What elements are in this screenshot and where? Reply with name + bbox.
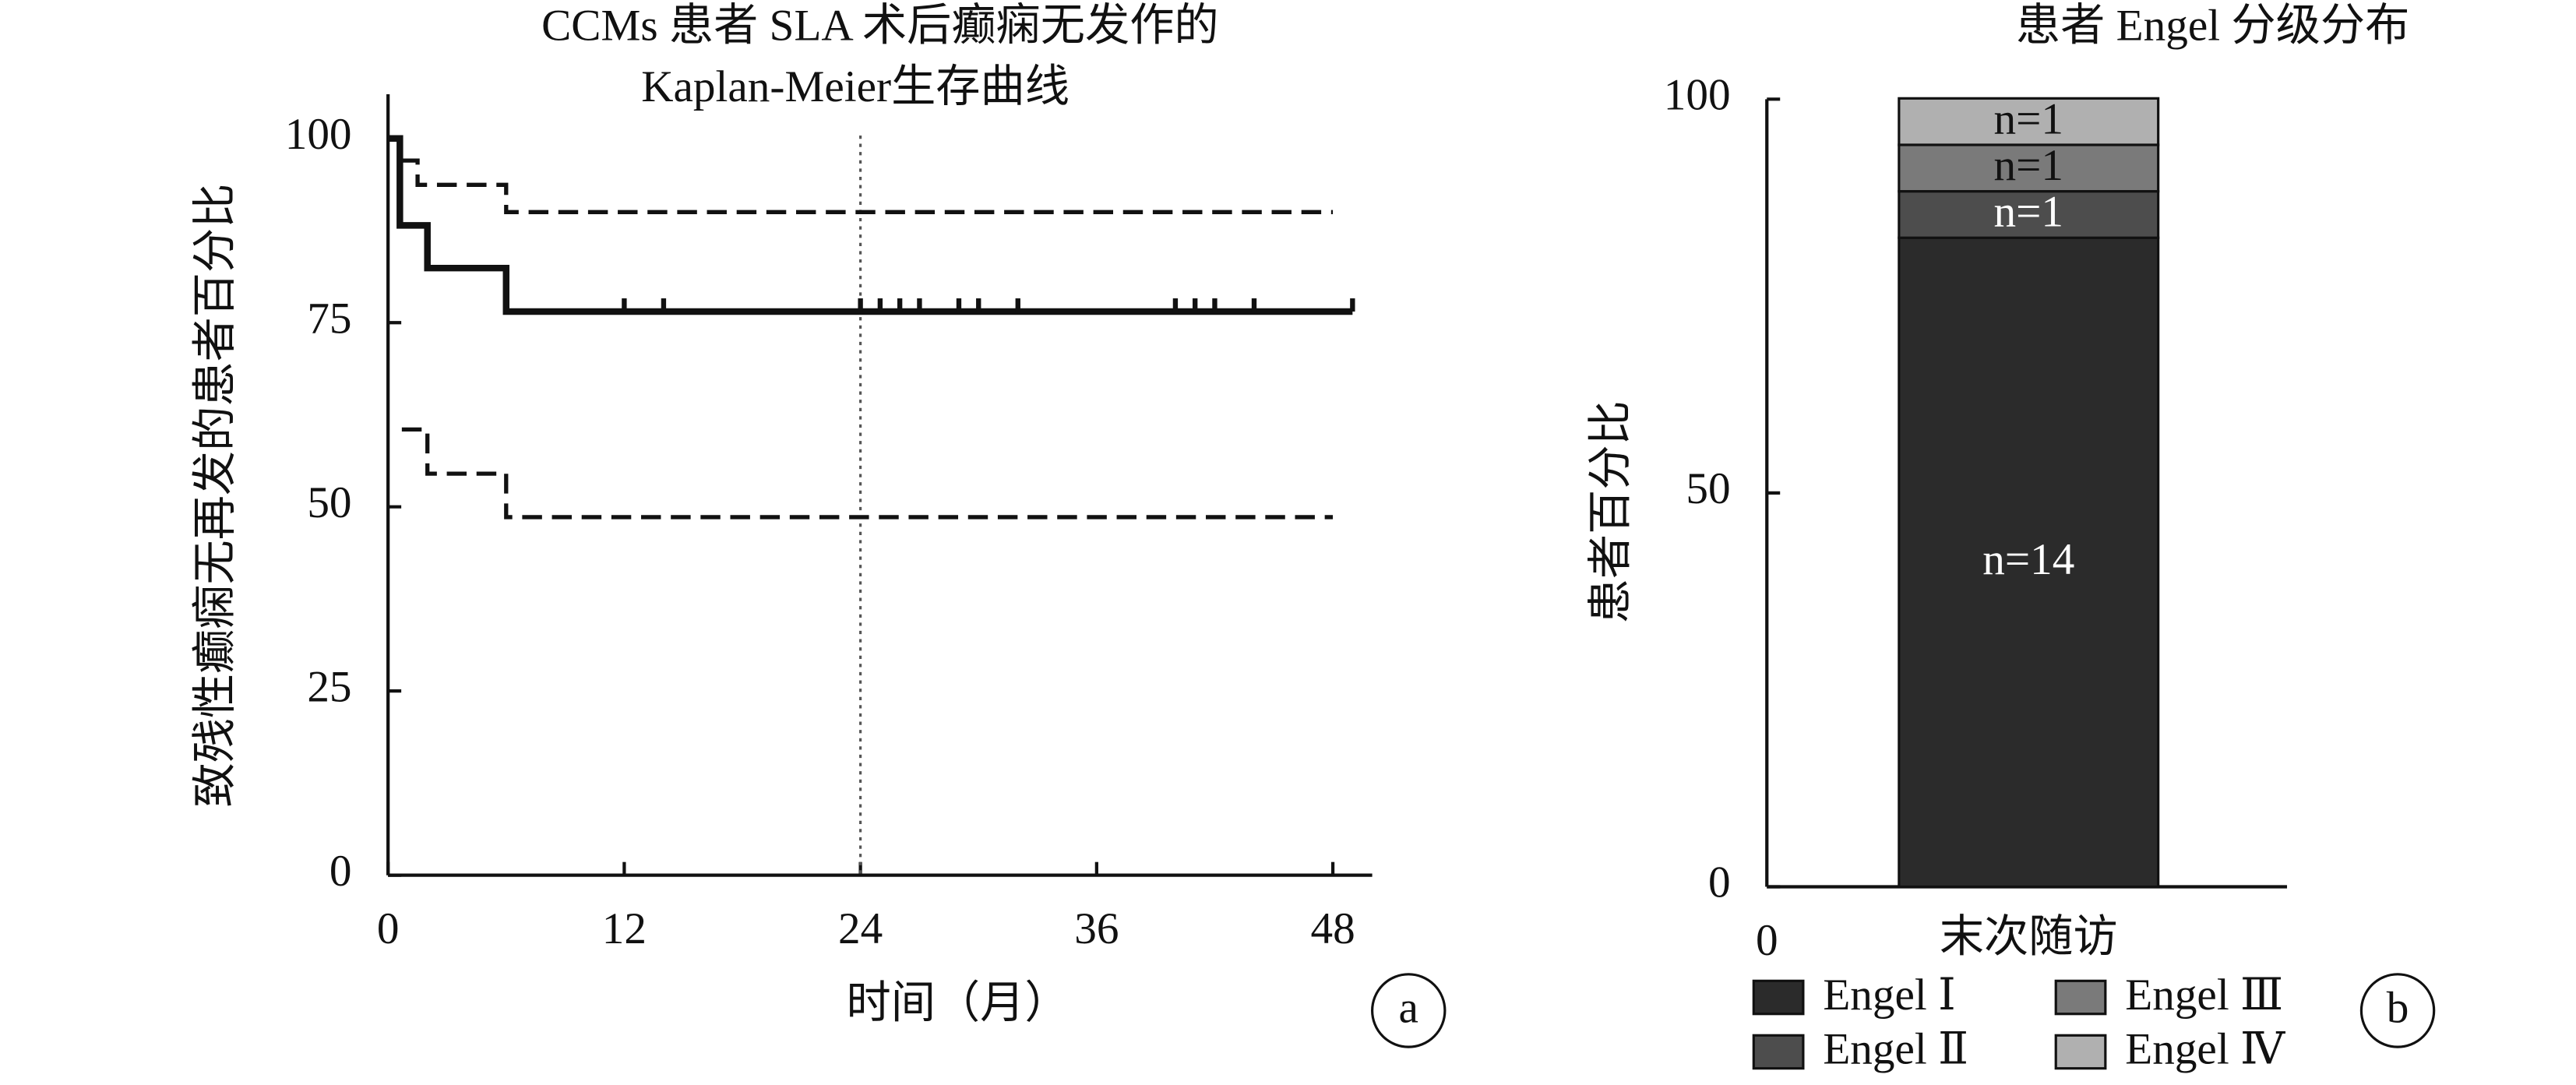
x-origin-label: 0 xyxy=(1756,916,1778,965)
y-tick-label: 0 xyxy=(329,847,352,896)
panel-circle xyxy=(1371,973,1447,1048)
legend-label: Engel Ⅰ xyxy=(1823,971,1955,1020)
panel-label: a xyxy=(1399,984,1418,1033)
count-label: n=1 xyxy=(1994,188,2064,237)
y-tick-label: 75 xyxy=(307,294,351,343)
y-axis-label: 患者百分比 xyxy=(1586,400,1635,623)
panel-label: b xyxy=(2387,984,2409,1033)
panel-circle xyxy=(2359,973,2436,1048)
survival-line xyxy=(401,427,1334,520)
bar-segment xyxy=(1898,236,2160,889)
legend-label: Engel Ⅳ xyxy=(2125,1025,2285,1074)
x-axis-label: 时间（月） xyxy=(846,978,1069,1027)
y-tick-label: 50 xyxy=(1686,464,1730,513)
x-tick-label: 36 xyxy=(1074,904,1119,953)
count-label: n=1 xyxy=(1994,141,2064,190)
x-tick-label: 12 xyxy=(602,904,647,953)
legend-swatch xyxy=(2054,979,2107,1016)
y-tick-label: 0 xyxy=(1708,858,1731,907)
y-axis-label: 致残性癫痫无再发的患者百分比 xyxy=(191,184,240,808)
chart-title: Kaplan-Meier生存曲线 xyxy=(641,62,1070,111)
x-tick-label: 24 xyxy=(838,904,883,953)
legend-swatch xyxy=(1752,1034,1805,1070)
bar-segment xyxy=(1898,190,2160,239)
chart-title: CCMs 患者 SLA 术后癫痫无发作的 xyxy=(541,1,1219,50)
count-label: n=14 xyxy=(1982,535,2074,584)
y-tick-label: 50 xyxy=(307,478,351,527)
x-tick-label: 0 xyxy=(377,904,400,953)
chart-title: 患者 Engel 分级分布 xyxy=(2016,1,2409,50)
x-tick-label: 48 xyxy=(1310,904,1355,953)
x-tick-label: 末次随访 xyxy=(1940,913,2118,962)
legend-swatch xyxy=(2054,1034,2107,1070)
bar-segment xyxy=(1898,97,2160,146)
y-tick-label: 25 xyxy=(307,662,351,711)
legend-swatch xyxy=(1752,979,1805,1016)
survival-line xyxy=(401,158,1334,214)
count-label: n=1 xyxy=(1994,94,2064,143)
legend-label: Engel Ⅱ xyxy=(1823,1025,1968,1074)
bar-segment xyxy=(1898,143,2160,193)
survival-line xyxy=(388,135,1353,315)
legend-label: Engel Ⅲ xyxy=(2125,971,2283,1020)
y-tick-label: 100 xyxy=(1664,70,1731,119)
y-tick-label: 100 xyxy=(285,110,352,159)
